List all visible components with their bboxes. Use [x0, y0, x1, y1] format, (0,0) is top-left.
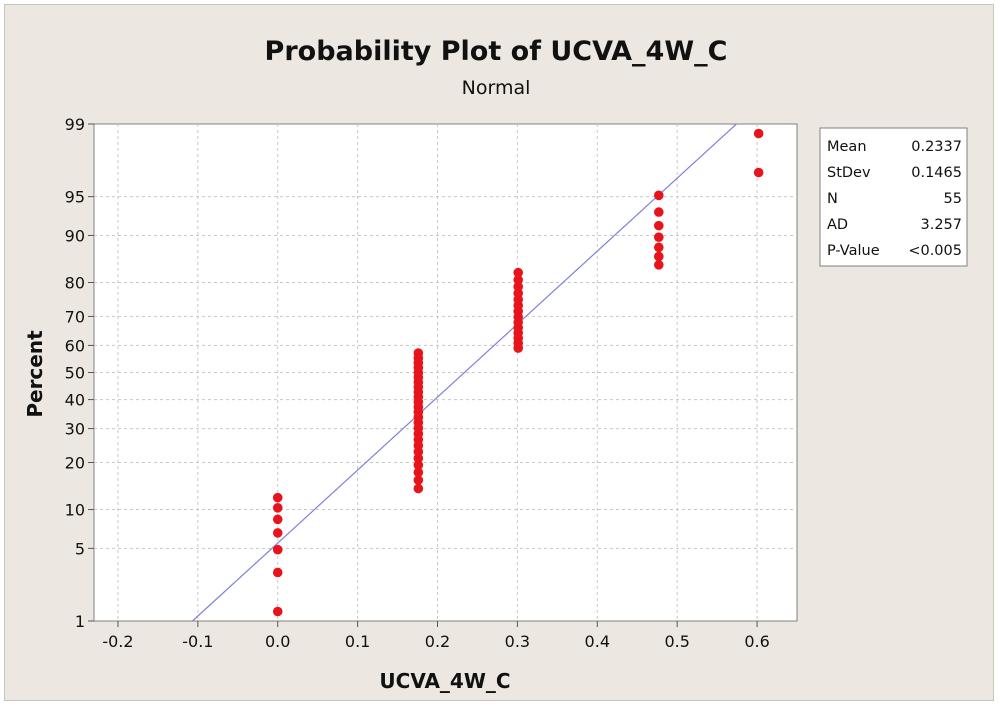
- data-point: [513, 275, 523, 285]
- x-tick-label: 0.6: [744, 632, 769, 651]
- data-point: [272, 514, 283, 525]
- stats-legend: Mean 0.2337 StDev 0.1465 N 55 AD 3.257 P-Value <0…: [819, 127, 968, 267]
- stats-legend-box: [819, 127, 968, 267]
- stat-label: StDev: [827, 165, 871, 181]
- x-tick-label: 0.4: [585, 632, 610, 651]
- data-point: [413, 460, 424, 470]
- data-point: [413, 467, 424, 478]
- data-point: [413, 475, 424, 485]
- data-point: [653, 220, 664, 231]
- stat-label: P-Value: [827, 243, 880, 259]
- y-tick-label: 95: [65, 188, 85, 207]
- x-axis-ticks: -0.2 -0.1 0.0 0.1 0.2 0.3 0.4 0.5 0.6: [102, 621, 770, 651]
- y-tick-label: 10: [65, 501, 85, 520]
- data-point: [653, 251, 664, 262]
- plot-area: [93, 123, 798, 622]
- y-tick-label: 80: [65, 273, 85, 292]
- x-tick-label: 0.1: [345, 632, 370, 651]
- data-point: [272, 503, 283, 513]
- fit-line-segment: [192, 123, 737, 622]
- y-tick-label: 90: [65, 226, 85, 245]
- y-tick-label: 1: [75, 612, 85, 631]
- chart-title: Probability Plot of UCVA_4W_C: [265, 36, 728, 67]
- y-tick-label: 30: [65, 420, 85, 439]
- data-point: [513, 281, 523, 292]
- stat-label: Mean: [827, 139, 867, 155]
- data-point: [272, 567, 283, 578]
- stat-value: 55: [944, 191, 962, 207]
- stat-label: N: [827, 191, 838, 207]
- data-point: [413, 348, 424, 358]
- chart-frame: Probability Plot of UCVA_4W_C Normal -0.…: [4, 4, 994, 701]
- stat-value: <0.005: [908, 243, 962, 259]
- data-point: [653, 260, 664, 270]
- fit-line: [192, 123, 737, 622]
- data-point: [653, 232, 664, 242]
- data-point: [653, 242, 664, 253]
- data-point: [753, 167, 764, 178]
- y-tick-label: 5: [75, 539, 85, 558]
- data-points: [272, 128, 764, 617]
- data-point: [653, 190, 664, 201]
- y-tick-label: 20: [65, 454, 85, 473]
- x-axis-title: UCVA_4W_C: [379, 669, 510, 693]
- x-tick-label: 0.2: [425, 632, 450, 651]
- data-point: [513, 267, 523, 278]
- probability-plot: Probability Plot of UCVA_4W_C Normal -0.…: [23, 36, 968, 693]
- x-tick-label: 0.0: [265, 632, 290, 651]
- grid-lines: [94, 124, 797, 621]
- x-tick-label: -0.2: [102, 632, 133, 651]
- data-point: [753, 128, 764, 139]
- x-tick-label: 0.5: [664, 632, 689, 651]
- y-tick-label: 70: [65, 307, 85, 326]
- data-point: [272, 492, 283, 503]
- stat-value: 3.257: [920, 217, 962, 233]
- data-point: [653, 207, 664, 217]
- stat-value: 0.1465: [911, 165, 962, 181]
- x-tick-label: 0.3: [505, 632, 530, 651]
- y-axis-ticks: 1 5 10 20 30 40 50 60 70 80 90 95 99: [65, 115, 94, 631]
- data-point: [272, 528, 283, 538]
- data-point: [272, 606, 283, 617]
- y-tick-label: 99: [65, 115, 85, 134]
- stat-value: 0.2337: [911, 139, 962, 155]
- y-tick-label: 50: [65, 364, 85, 383]
- y-axis-title: Percent: [23, 330, 47, 418]
- data-point: [272, 544, 283, 555]
- stat-label: AD: [827, 217, 848, 233]
- chart-subtitle: Normal: [462, 77, 531, 99]
- x-tick-label: -0.1: [182, 632, 213, 651]
- y-tick-label: 60: [65, 336, 85, 355]
- data-point: [413, 483, 424, 494]
- y-tick-label: 40: [65, 391, 85, 410]
